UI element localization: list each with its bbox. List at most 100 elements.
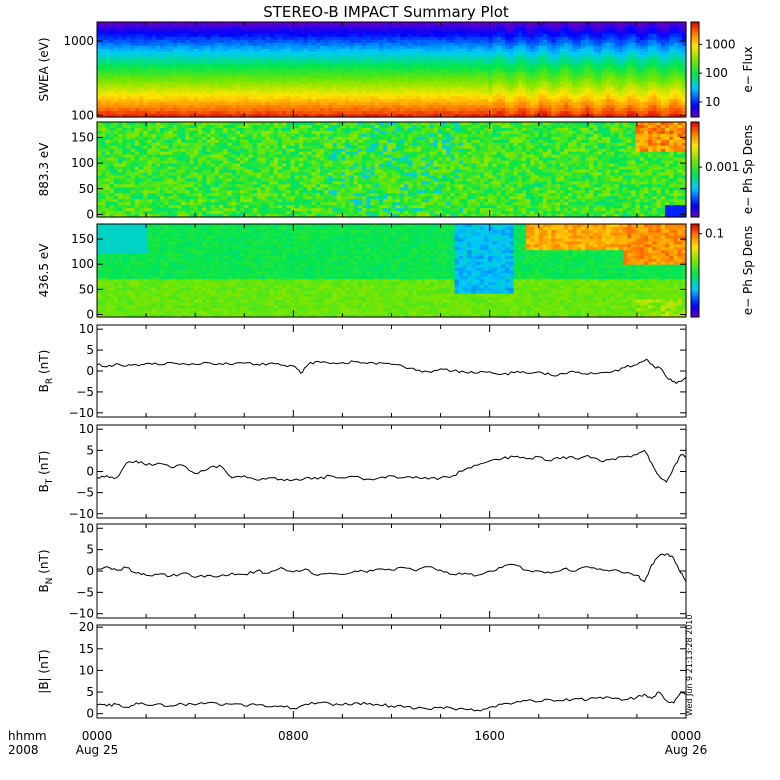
- heat-cell-swea: [130, 84, 136, 88]
- heat-cell-swea: [134, 75, 140, 80]
- heat-cell-swea: [189, 75, 195, 80]
- heat-cell-swea: [206, 96, 212, 100]
- heat-cell-swea: [143, 42, 149, 47]
- heat-cell-swea: [206, 114, 212, 118]
- heat-cell-swea: [147, 99, 153, 103]
- heat-cell-swea: [151, 45, 157, 50]
- heat-cell-swea: [97, 66, 102, 71]
- heat-cell-swea: [126, 96, 132, 100]
- heat-cell-swea: [231, 72, 237, 77]
- heat-cell-swea: [197, 27, 203, 32]
- heat-cell-swea: [122, 22, 128, 26]
- heat-cell-swea: [172, 87, 178, 91]
- heat-cell-swea: [147, 66, 153, 71]
- heat-cell-swea: [126, 24, 132, 29]
- heat-cell-swea: [139, 66, 144, 71]
- heat-cell-swea: [147, 96, 153, 100]
- heat-cell-swea: [155, 93, 161, 97]
- heat-cell-swea: [97, 51, 102, 56]
- heat-cell-swea: [193, 33, 199, 38]
- heat-cell-swea: [202, 114, 207, 118]
- heat-cell-swea: [185, 75, 191, 80]
- heat-cell-swea: [164, 102, 170, 106]
- heat-cell-swea: [105, 105, 111, 109]
- heat-cell-swea: [240, 105, 245, 109]
- heat-cell-swea: [231, 108, 237, 112]
- heat-cell-swea: [113, 54, 119, 59]
- heat-cell-swea: [206, 87, 212, 91]
- heat-cell-swea: [181, 51, 186, 56]
- heat-cell-swea: [164, 93, 170, 97]
- heat-cell-swea: [197, 105, 203, 109]
- heat-cell-swea: [113, 90, 119, 94]
- heat-cell-swea: [168, 90, 174, 94]
- heat-cell-swea: [105, 90, 111, 94]
- heat-cell-swea: [155, 78, 161, 82]
- heat-cell-swea: [176, 51, 182, 56]
- heat-cell-swea: [147, 30, 153, 35]
- heat-cell-swea: [143, 72, 149, 77]
- heat-cell-swea: [113, 45, 119, 50]
- heat-cell-swea: [118, 108, 123, 112]
- heat-cell-swea: [219, 84, 224, 88]
- heat-cell-swea: [113, 93, 119, 97]
- heat-cell-swea: [164, 72, 170, 77]
- heat-cell-swea: [202, 51, 207, 56]
- heat-cell-swea: [143, 33, 149, 38]
- heat-cell-swea: [147, 81, 153, 85]
- heat-cell-swea: [118, 22, 123, 26]
- heat-cell-swea: [227, 30, 233, 35]
- heat-cell-swea: [248, 36, 254, 41]
- heat-cell-swea: [160, 102, 165, 106]
- heat-cell-swea: [113, 69, 119, 74]
- heat-cell-swea: [118, 57, 123, 62]
- heat-cell-swea: [185, 51, 191, 56]
- heat-cell-swea: [105, 81, 111, 85]
- heat-cell-swea: [193, 75, 199, 80]
- heat-cell-swea: [122, 57, 128, 62]
- heat-cell-swea: [109, 75, 115, 80]
- heat-cell-swea: [168, 102, 174, 106]
- heat-cell-swea: [168, 114, 174, 118]
- heat-cell-swea: [122, 78, 128, 82]
- heat-cell-swea: [97, 84, 102, 88]
- heat-cell-swea: [189, 57, 195, 62]
- heat-cell-swea: [105, 48, 111, 53]
- heat-cell-swea: [181, 75, 186, 80]
- heat-cell-swea: [172, 63, 178, 68]
- heat-cell-swea: [219, 42, 224, 47]
- heat-cell-swea: [122, 81, 128, 85]
- heat-cell-swea: [214, 96, 220, 100]
- heat-cell-swea: [197, 42, 203, 47]
- heat-cell-swea: [122, 84, 128, 88]
- heat-cell-swea: [227, 33, 233, 38]
- heat-cell-swea: [223, 108, 229, 112]
- heat-cell-swea: [227, 75, 233, 80]
- heat-cell-swea: [231, 63, 237, 68]
- heat-cell-swea: [160, 27, 165, 32]
- heat-cell-swea: [176, 57, 182, 62]
- heat-cell-swea: [189, 87, 195, 91]
- heat-cell-swea: [219, 48, 224, 53]
- heat-cell-swea: [139, 48, 144, 53]
- heat-cell-swea: [210, 36, 216, 41]
- heat-cell-swea: [101, 108, 107, 112]
- heat-cell-swea: [223, 39, 229, 44]
- heat-cell-swea: [181, 69, 186, 74]
- heat-cell-swea: [227, 54, 233, 59]
- heat-cell-swea: [160, 24, 165, 29]
- heat-cell-swea: [139, 87, 144, 91]
- heat-cell-swea: [189, 102, 195, 106]
- heat-cell-swea: [227, 66, 233, 71]
- heat-cell-swea: [101, 111, 107, 115]
- heat-cell-swea: [97, 57, 102, 62]
- heat-cell-swea: [231, 81, 237, 85]
- heat-cell-swea: [181, 27, 186, 32]
- heat-cell-swea: [122, 30, 128, 35]
- heat-cell-swea: [185, 33, 191, 38]
- heat-cell-swea: [105, 111, 111, 115]
- heat-cell-swea: [130, 60, 136, 65]
- heat-cell-swea: [176, 102, 182, 106]
- heat-cell-swea: [227, 45, 233, 50]
- heat-cell-swea: [155, 114, 161, 118]
